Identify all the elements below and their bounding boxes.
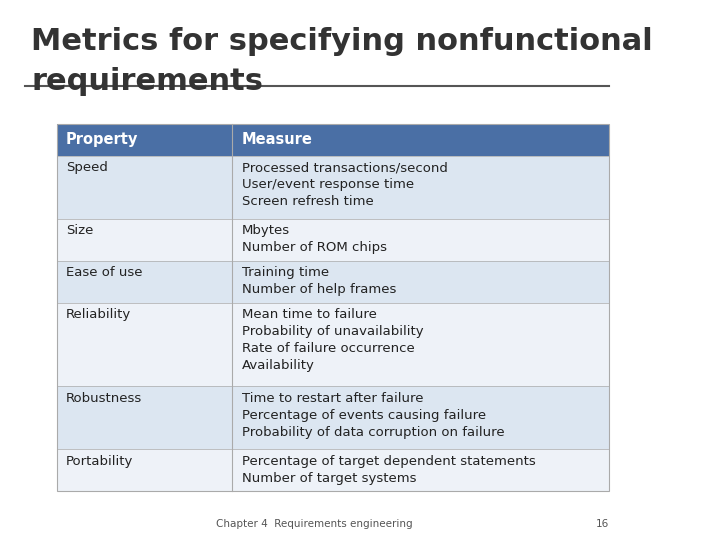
Text: requirements: requirements: [32, 68, 264, 97]
Text: Measure: Measure: [242, 132, 312, 147]
Bar: [57, 449, 610, 491]
Text: Percentage of target dependent statements
Number of target systems: Percentage of target dependent statement…: [242, 455, 536, 485]
Bar: [57, 124, 610, 491]
Text: Ease of use: Ease of use: [66, 266, 143, 279]
Text: Time to restart after failure
Percentage of events causing failure
Probability o: Time to restart after failure Percentage…: [242, 392, 505, 439]
Text: Portability: Portability: [66, 455, 133, 468]
Bar: [57, 387, 610, 449]
Text: Mean time to failure
Probability of unavailability
Rate of failure occurrence
Av: Mean time to failure Probability of unav…: [242, 308, 423, 372]
Text: Robustness: Robustness: [66, 392, 143, 405]
Text: Mbytes
Number of ROM chips: Mbytes Number of ROM chips: [242, 224, 387, 254]
Text: Speed: Speed: [66, 161, 108, 174]
Bar: [57, 156, 610, 219]
Bar: [57, 261, 610, 302]
Text: Training time
Number of help frames: Training time Number of help frames: [242, 266, 396, 296]
Text: Size: Size: [66, 224, 94, 237]
Bar: [57, 302, 610, 387]
Text: Metrics for specifying nonfunctional: Metrics for specifying nonfunctional: [32, 27, 653, 56]
Text: 16: 16: [596, 519, 610, 529]
Text: Property: Property: [66, 132, 138, 147]
Bar: [57, 219, 610, 261]
Text: Reliability: Reliability: [66, 308, 131, 321]
Text: Chapter 4  Requirements engineering: Chapter 4 Requirements engineering: [216, 519, 413, 529]
Text: Processed transactions/second
User/event response time
Screen refresh time: Processed transactions/second User/event…: [242, 161, 448, 208]
Bar: [57, 124, 610, 156]
